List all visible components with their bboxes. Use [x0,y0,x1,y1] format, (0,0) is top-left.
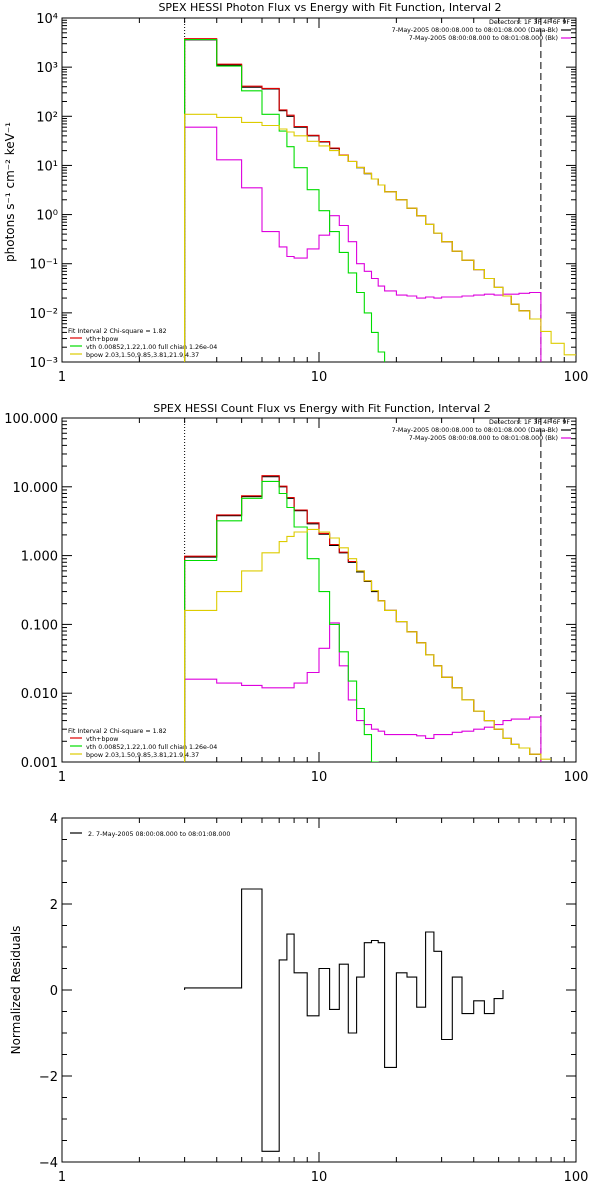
count-flux-fit-line-1: vth+bpow [86,736,118,743]
residuals-legend-line-1: 2. 7-May-2005 08:00:08.000 to 08:01:08.0… [88,831,230,838]
y-tick-label: 10⁰ [36,209,58,224]
series-bk [184,126,542,362]
count-flux-fit-title: Fit Interval 2 Chi-square = 1.82 [68,728,167,735]
y-tick-label: −4 [39,1156,58,1171]
y-tick-label: 0.001 [21,756,58,771]
y-tick-label: 0 [50,984,58,999]
y-tick-label: 10³ [36,61,58,76]
series-data [184,476,541,762]
y-tick-label: 10⁻³ [29,356,58,371]
y-tick-label: 10.000 [13,481,59,496]
photon-flux-title: SPEX HESSI Photon Flux vs Energy with Fi… [158,1,501,14]
x-tick-label: 10 [311,770,328,785]
photon-flux-fit-line-2: vth 0.00852,1.22,1.00 full chian 1.26e-0… [86,344,217,351]
x-tick-label: 1 [58,770,66,785]
series-total [184,38,541,362]
count-flux-legend-line-1: Detectors: 1F 3F 4F 6F 9F [489,419,570,426]
y-tick-label: 0.010 [21,687,58,702]
photon-flux-fit-line-3: bpow 2.03,1.50,9.85,3.81,21.9,4.37 [86,352,199,359]
x-tick-label: 10 [311,370,328,385]
x-tick-label: 100 [564,770,589,785]
photon-flux-legend-line-2: 7-May-2005 08:00:08.000 to 08:01:08.000 … [392,27,558,34]
photon-flux-legend-line-1: Detectors: 1F 3F 4F 6F 9F [489,19,570,26]
y-tick-label: 10⁻² [29,307,58,322]
residuals-ylabel: Normalized Residuals [9,926,23,1055]
x-tick-label: 100 [564,370,589,385]
y-tick-label: 10⁴ [36,12,58,27]
series-bk [184,622,542,762]
y-tick-label: 10¹ [36,159,58,174]
photon-flux-fit-title: Fit Interval 2 Chi-square = 1.82 [68,328,167,335]
photon-flux-panel: SPEX HESSI Photon Flux vs Energy with Fi… [3,1,589,385]
x-tick-label: 1 [58,1170,66,1185]
y-tick-label: 0.100 [21,618,58,633]
x-tick-label: 100 [564,1170,589,1185]
series-vth [184,480,379,762]
residuals-panel: Normalized Residuals 2. 7-May-2005 08:00… [9,812,588,1185]
y-tick-label: 10² [36,110,58,125]
series-bpow [184,528,552,762]
photon-flux-fit-line-1: vth+bpow [86,336,118,343]
y-tick-label: 1.000 [21,550,58,565]
count-flux-fit-line-3: bpow 2.03,1.50,9.85,3.81,21.9,4.37 [86,752,199,759]
x-tick-label: 10 [311,1170,328,1185]
count-flux-fit-line-2: vth 0.00852,1.22,1.00 full chian 1.26e-0… [86,744,217,751]
series-data [184,39,541,362]
y-tick-label: 100.000 [4,412,58,427]
count-flux-title: SPEX HESSI Count Flux vs Energy with Fit… [153,402,490,415]
count-flux-legend-line-2: 7-May-2005 08:00:08.000 to 08:01:08.000 … [392,427,558,434]
y-tick-label: −2 [39,1070,58,1085]
series-bpow [184,113,576,362]
count-flux-legend-line-3: 7-May-2005 08:00:08.000 to 08:01:08.000 … [409,435,558,442]
y-tick-label: 2 [50,898,58,913]
photon-flux-ylabel: photons s⁻¹ cm⁻² keV⁻¹ [3,122,17,262]
y-tick-label: 4 [50,812,58,827]
photon-flux-legend-line-3: 7-May-2005 08:00:08.000 to 08:01:08.000 … [409,35,558,42]
y-tick-label: 10⁻¹ [29,258,58,273]
x-tick-label: 1 [58,370,66,385]
series-vth [184,38,386,362]
count-flux-panel: SPEX HESSI Count Flux vs Energy with Fit… [4,402,589,785]
series-total [184,475,541,762]
series-data [184,888,504,1152]
